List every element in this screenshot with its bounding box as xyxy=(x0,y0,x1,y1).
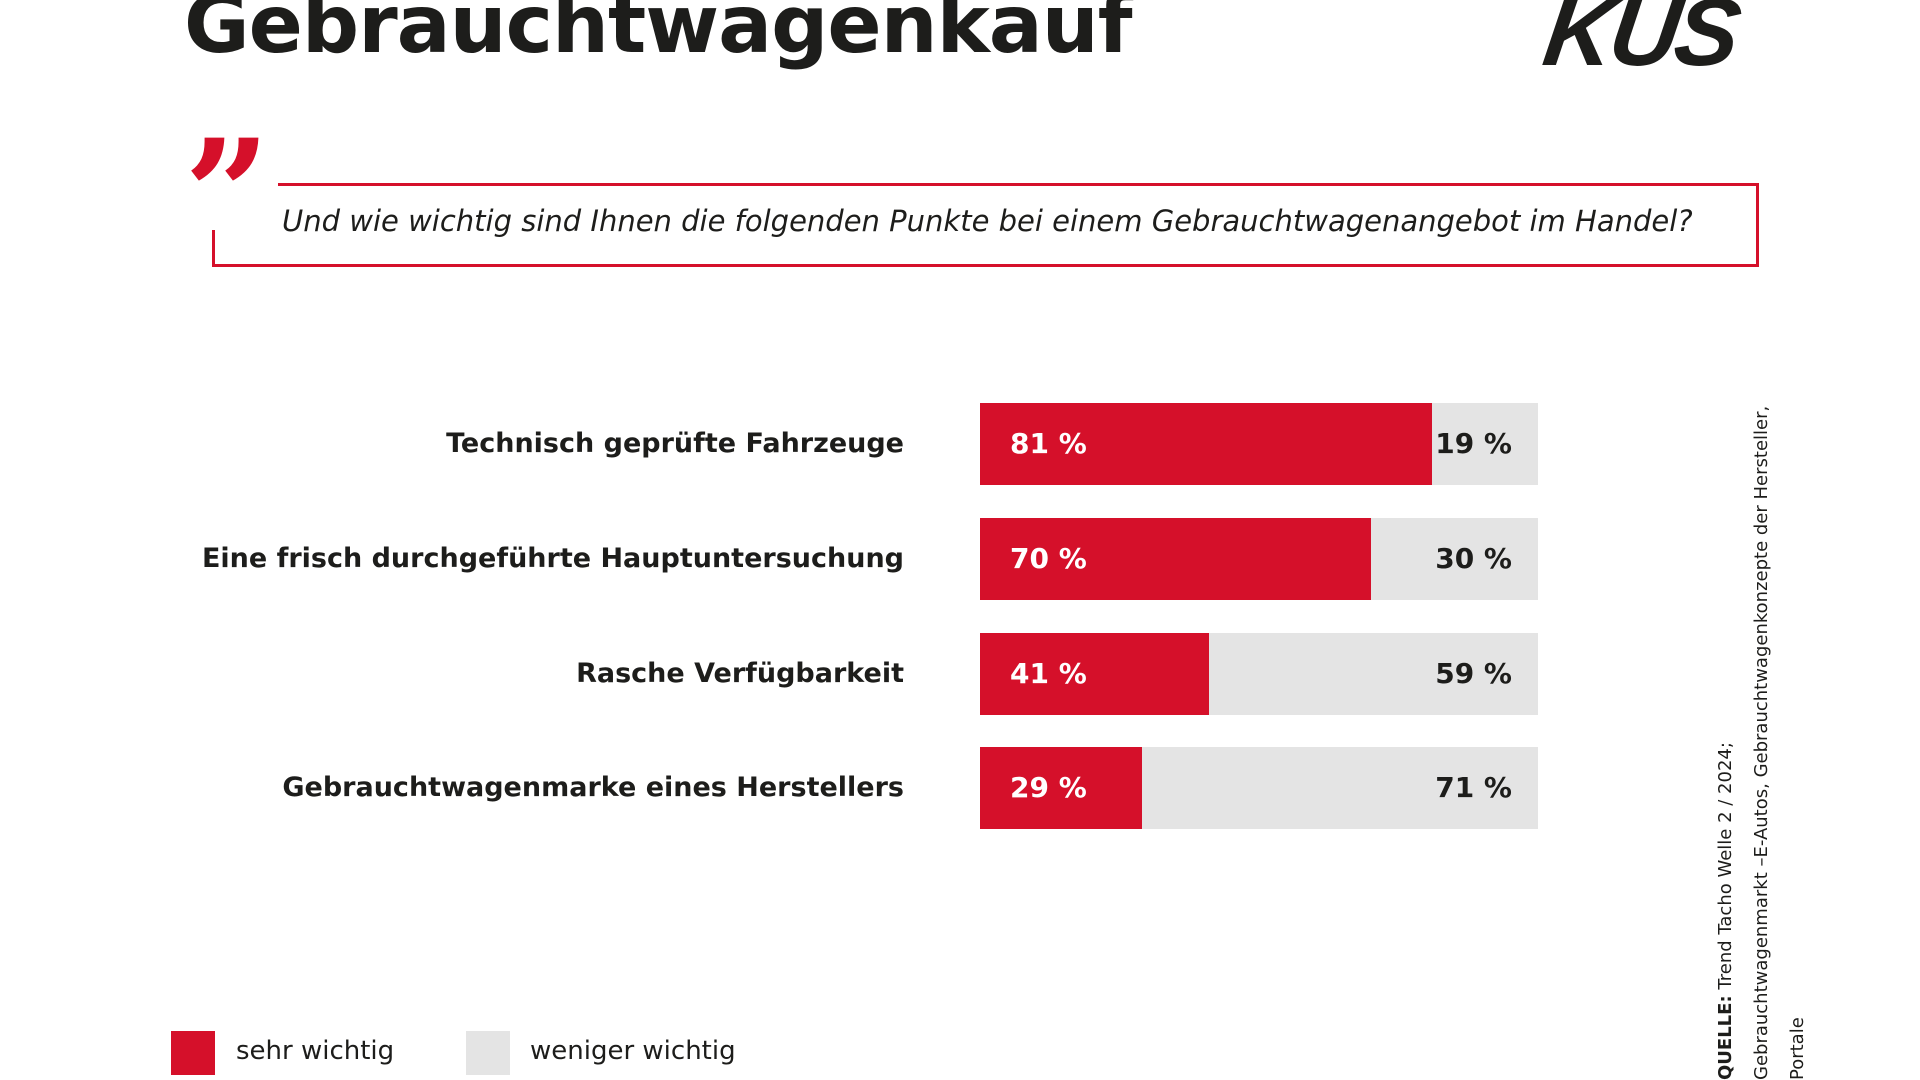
bar-weniger-wichtig: 41 % 59 % xyxy=(980,633,1538,715)
legend-label-weniger-wichtig: weniger wichtig xyxy=(530,1036,736,1066)
category-label: Eine frisch durchgeführte Hauptuntersuch… xyxy=(201,543,904,574)
category-label: Gebrauchtwagenmarke eines Herstellers xyxy=(282,772,904,803)
source-note: QUELLE: Trend Tacho Welle 2 / 2024; Gebr… xyxy=(1708,380,1816,1080)
bar-row: Eine frisch durchgeführte Hauptuntersuch… xyxy=(0,518,1600,600)
value-label-sehr-wichtig: 41 % xyxy=(1010,657,1087,690)
source-label: QUELLE: xyxy=(1715,995,1736,1080)
value-label-sehr-wichtig: 29 % xyxy=(1010,771,1087,804)
bar-row: Technisch geprüfte Fahrzeuge 81 % 19 % xyxy=(0,403,1600,485)
bar-sehr-wichtig xyxy=(980,518,1371,600)
bar-sehr-wichtig xyxy=(980,633,1209,715)
value-label-weniger-wichtig: 71 % xyxy=(1435,771,1512,804)
bar-row: Rasche Verfügbarkeit 41 % 59 % xyxy=(0,633,1600,715)
bar-weniger-wichtig: 29 % 71 % xyxy=(980,747,1538,829)
legend-swatch-sehr-wichtig xyxy=(171,1031,215,1075)
value-label-sehr-wichtig: 70 % xyxy=(1010,542,1087,575)
page-title: Gebrauchtwagenkauf xyxy=(184,0,1133,71)
quote-icon: ” xyxy=(176,120,279,230)
bar-weniger-wichtig: 81 % 19 % xyxy=(980,403,1538,485)
legend-label-sehr-wichtig: sehr wichtig xyxy=(236,1036,395,1066)
bar-row: Gebrauchtwagenmarke eines Herstellers 29 … xyxy=(0,747,1600,829)
value-label-weniger-wichtig: 30 % xyxy=(1435,542,1512,575)
category-label: Technisch geprüfte Fahrzeuge xyxy=(446,428,904,459)
legend-swatch-weniger-wichtig xyxy=(466,1031,510,1075)
value-label-sehr-wichtig: 81 % xyxy=(1010,427,1087,460)
source-line2: Gebrauchtwagenmarkt –E-Autos, Gebrauchtw… xyxy=(1751,405,1808,1080)
bar-weniger-wichtig: 70 % 30 % xyxy=(980,518,1538,600)
question-text: Und wie wichtig sind Ihnen die folgenden… xyxy=(282,204,1693,238)
bar-sehr-wichtig xyxy=(980,403,1432,485)
source-line1: Trend Tacho Welle 2 / 2024; xyxy=(1715,742,1736,990)
bar-sehr-wichtig xyxy=(980,747,1142,829)
kues-logo: KÜS xyxy=(1537,0,1744,86)
category-label: Rasche Verfügbarkeit xyxy=(576,658,904,689)
value-label-weniger-wichtig: 59 % xyxy=(1435,657,1512,690)
value-label-weniger-wichtig: 19 % xyxy=(1435,427,1512,460)
